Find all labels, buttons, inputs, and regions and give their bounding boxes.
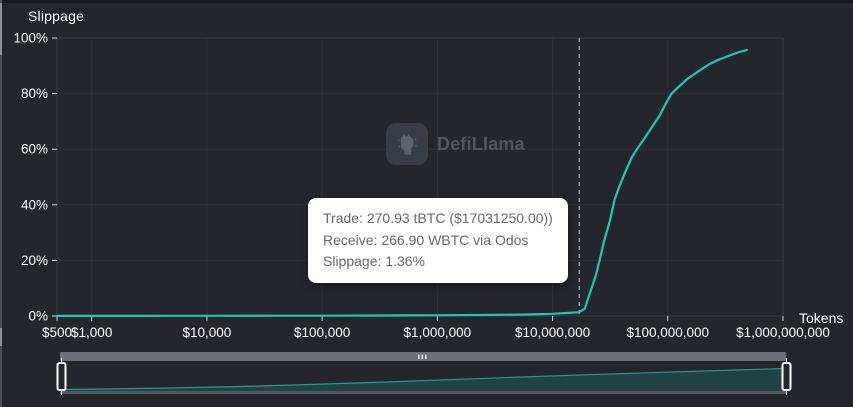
left-edge-scrollbar-thumb[interactable] bbox=[0, 3, 2, 55]
y-tick-label: 100% bbox=[13, 31, 48, 46]
x-tick-label: $10,000 bbox=[182, 325, 231, 340]
x-tick-label: $100,000,000 bbox=[626, 325, 709, 340]
defillama-llama-icon bbox=[386, 123, 428, 165]
x-tick-label: $500 bbox=[42, 325, 72, 340]
y-tick-label: 20% bbox=[21, 253, 48, 268]
y-tick-label: 0% bbox=[28, 309, 48, 324]
y-tick-label: 40% bbox=[21, 197, 48, 212]
brush-bottom-track bbox=[60, 391, 786, 394]
left-edge-scrollbar-track[interactable] bbox=[0, 0, 2, 407]
slippage-series-line bbox=[55, 48, 749, 317]
x-axis-title: Tokens bbox=[799, 310, 844, 326]
watermark-label: DefiLlama bbox=[437, 133, 525, 154]
brush-series-line bbox=[59, 367, 787, 391]
y-axis-title: Slippage bbox=[28, 8, 85, 24]
tooltip-receive-line: Receive: 266.90 WBTC via Odos bbox=[323, 231, 529, 248]
x-tick-label: $100,000 bbox=[294, 325, 350, 340]
brush-series-area bbox=[60, 368, 786, 391]
chart-tooltip: Trade: 270.93 tBTC ($17031250.00)) Recei… bbox=[308, 198, 568, 284]
y-tick-label: 80% bbox=[21, 86, 48, 101]
x-tick-label: $1,000,000,000 bbox=[736, 325, 830, 340]
tooltip-trade-line: Trade: 270.93 tBTC ($17031250.00)) bbox=[323, 210, 553, 226]
brush-scrollbar-grip[interactable] bbox=[418, 354, 427, 360]
left-edge-scrollbar-segment[interactable] bbox=[0, 328, 2, 346]
x-tick-label: $10,000,000 bbox=[515, 325, 590, 340]
brush-left-handle[interactable] bbox=[56, 362, 67, 391]
x-tick-label: $1,000,000 bbox=[404, 325, 472, 340]
x-tick-label: $1,000 bbox=[71, 325, 112, 340]
brush-zoom-control bbox=[56, 352, 792, 395]
tooltip-slippage-line: Slippage: 1.36% bbox=[323, 253, 425, 270]
y-tick-label: 60% bbox=[21, 142, 48, 157]
brush-mini-chart bbox=[59, 367, 787, 391]
top-edge-band bbox=[0, 0, 853, 3]
defillama-watermark: DefiLlama bbox=[386, 123, 525, 165]
brush-right-handle[interactable] bbox=[781, 362, 792, 391]
